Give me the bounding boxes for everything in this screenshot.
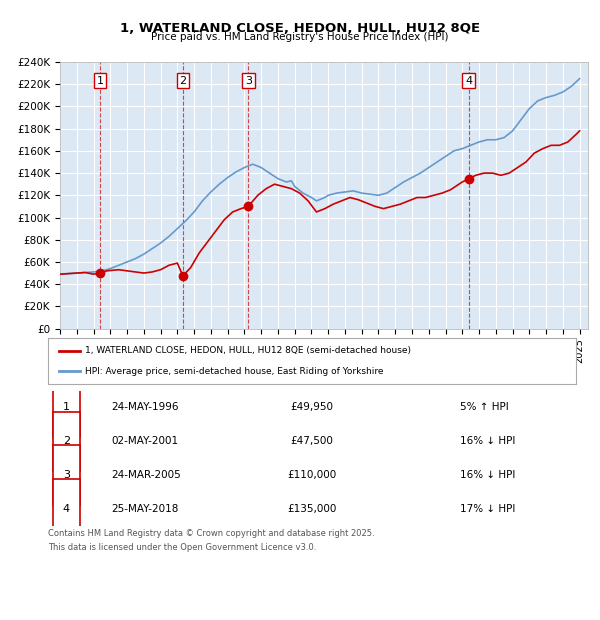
Text: 1: 1 — [97, 76, 104, 86]
Text: 16% ↓ HPI: 16% ↓ HPI — [460, 436, 515, 446]
FancyBboxPatch shape — [53, 445, 80, 505]
Text: £135,000: £135,000 — [287, 504, 337, 514]
Text: 24-MAR-2005: 24-MAR-2005 — [112, 470, 181, 480]
Text: 16% ↓ HPI: 16% ↓ HPI — [460, 470, 515, 480]
Text: £47,500: £47,500 — [290, 436, 334, 446]
Text: Contains HM Land Registry data © Crown copyright and database right 2025.: Contains HM Land Registry data © Crown c… — [48, 529, 374, 538]
Text: £49,950: £49,950 — [290, 402, 334, 412]
Text: 5% ↑ HPI: 5% ↑ HPI — [460, 402, 509, 412]
FancyBboxPatch shape — [53, 479, 80, 539]
Text: 02-MAY-2001: 02-MAY-2001 — [112, 436, 178, 446]
Text: 1, WATERLAND CLOSE, HEDON, HULL, HU12 8QE: 1, WATERLAND CLOSE, HEDON, HULL, HU12 8Q… — [120, 22, 480, 35]
Text: 3: 3 — [63, 470, 70, 480]
Text: 25-MAY-2018: 25-MAY-2018 — [112, 504, 179, 514]
Text: 2: 2 — [63, 436, 70, 446]
Text: This data is licensed under the Open Government Licence v3.0.: This data is licensed under the Open Gov… — [48, 542, 316, 552]
Text: 1: 1 — [63, 402, 70, 412]
Text: 17% ↓ HPI: 17% ↓ HPI — [460, 504, 515, 514]
Text: 2: 2 — [179, 76, 187, 86]
Text: 1, WATERLAND CLOSE, HEDON, HULL, HU12 8QE (semi-detached house): 1, WATERLAND CLOSE, HEDON, HULL, HU12 8Q… — [85, 347, 411, 355]
Text: 24-MAY-1996: 24-MAY-1996 — [112, 402, 179, 412]
FancyBboxPatch shape — [53, 378, 80, 437]
Text: £110,000: £110,000 — [287, 470, 337, 480]
Text: HPI: Average price, semi-detached house, East Riding of Yorkshire: HPI: Average price, semi-detached house,… — [85, 367, 383, 376]
FancyBboxPatch shape — [53, 412, 80, 471]
Text: Price paid vs. HM Land Registry's House Price Index (HPI): Price paid vs. HM Land Registry's House … — [151, 32, 449, 42]
Text: 4: 4 — [63, 504, 70, 514]
Text: 3: 3 — [245, 76, 252, 86]
Text: 4: 4 — [465, 76, 472, 86]
